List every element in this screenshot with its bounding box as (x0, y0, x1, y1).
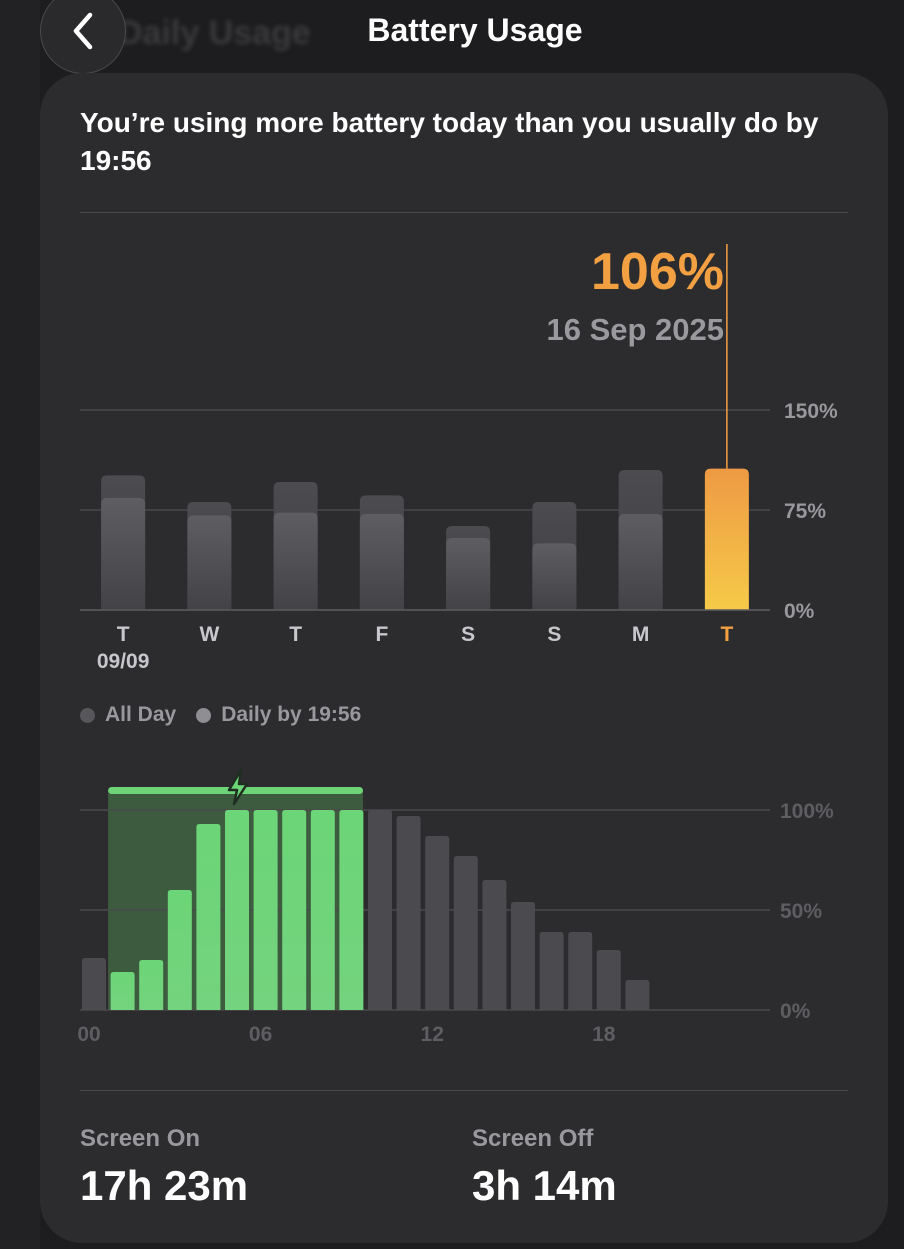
chart-legend: All Day Daily by 19:56 (80, 703, 361, 727)
bar-charging (167, 890, 192, 1010)
bar-charging (339, 810, 364, 1010)
x-tick-label: T (289, 623, 302, 646)
legend-swatch-all-day (80, 707, 95, 723)
y-tick-label: 0% (780, 1000, 811, 1023)
x-tick-label: 18 (592, 1023, 616, 1046)
bar-discharging (539, 932, 564, 1010)
selected-day-percentage: 106% (591, 243, 724, 301)
bar-daily-by-time (273, 512, 318, 610)
previous-page-title: Daily Usage (118, 14, 311, 52)
screen-off-label: Screen Off (472, 1125, 594, 1152)
bar-discharging (596, 950, 621, 1010)
x-tick-label: 06 (249, 1023, 272, 1046)
bar-daily-by-time (532, 543, 577, 610)
screen-on-label: Screen On (80, 1125, 201, 1152)
bar-today (704, 468, 749, 610)
bar-discharging (511, 902, 535, 1010)
bar-daily-by-time (618, 514, 663, 610)
x-tick-label: T (720, 623, 733, 646)
legend-item-all-day: All Day (80, 703, 176, 727)
back-button[interactable] (40, 0, 126, 74)
bar-discharging (482, 880, 507, 1010)
y-tick-label: 100% (780, 800, 834, 823)
hourly-battery-level-chart[interactable]: 0% 50% 100% 00 06 12 18 (0, 0, 904, 1060)
bar-charging (225, 810, 249, 1010)
y-tick-label: 50% (780, 900, 822, 923)
legend-item-daily: Daily by 19:56 (196, 703, 361, 727)
legend-label-daily: Daily by 19:56 (221, 703, 362, 726)
bar-daily-by-time (187, 515, 232, 610)
bar-charging (110, 972, 135, 1010)
usage-summary-headline: You’re using more battery today than you… (80, 107, 819, 176)
bar-discharging (625, 980, 650, 1010)
bar-charging (196, 824, 221, 1010)
bar-daily-by-time (446, 538, 491, 610)
x-tick-label: W (199, 623, 219, 646)
bar-discharging (453, 856, 478, 1010)
bar-daily-by-time (101, 498, 146, 610)
bar-discharging (568, 932, 593, 1010)
bar-discharging (396, 816, 421, 1010)
legend-label-all-day: All Day (105, 703, 177, 726)
divider (80, 1090, 848, 1091)
charging-bolt-icon (227, 768, 249, 806)
x-tick-label: S (461, 623, 475, 646)
bar-discharging (368, 810, 392, 1010)
bar-discharging (425, 836, 450, 1010)
bar-charging (282, 810, 307, 1010)
x-tick-label: T (117, 623, 130, 646)
battery-usage-card (40, 73, 888, 1243)
bar-daily-by-time (359, 514, 404, 610)
chevron-left-icon (73, 12, 93, 50)
weekly-battery-chart[interactable]: 0% 75% 150% T 09/09 W T F S S M T (0, 0, 904, 680)
x-tick-label: 00 (77, 1023, 100, 1046)
x-tick-sublabel: 09/09 (97, 650, 150, 673)
bar-charging (139, 960, 164, 1010)
x-tick-label: S (547, 623, 561, 646)
y-tick-label: 75% (784, 500, 826, 523)
divider (80, 212, 848, 213)
x-tick-label: 12 (421, 1023, 444, 1046)
bar-charging (310, 810, 335, 1010)
background-panel (0, 0, 40, 1249)
y-tick-label: 150% (784, 400, 838, 423)
page-title: Battery Usage (367, 12, 583, 48)
selected-day-date: 16 Sep 2025 (546, 312, 724, 347)
screen-on-value: 17h 23m (80, 1162, 249, 1209)
y-tick-label: 0% (784, 600, 815, 623)
bar-discharging (82, 958, 106, 1010)
legend-swatch-daily (196, 707, 212, 723)
x-tick-label: F (375, 623, 388, 646)
screen-off-value: 3h 14m (472, 1162, 617, 1209)
bar-charging (253, 810, 278, 1010)
x-tick-label: M (632, 623, 650, 646)
